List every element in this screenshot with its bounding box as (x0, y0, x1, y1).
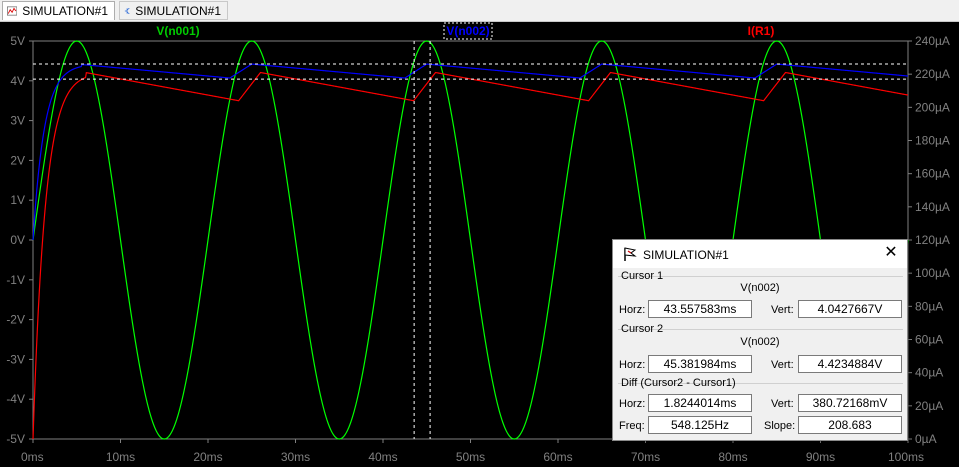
cursor1-vert-field[interactable]: 4.0427667V (798, 300, 902, 318)
diff-slope-field[interactable]: 208.683 (798, 416, 902, 434)
left-axis-tick-label: 3V (10, 114, 25, 128)
tab-bar: SIMULATION#1 SIMULATION#1 (0, 0, 959, 22)
x-axis-tick-label: 50ms (456, 450, 485, 464)
close-icon[interactable]: ✕ (884, 244, 898, 261)
left-axis-tick-label: -5V (6, 432, 25, 446)
right-axis-tick-label: 200µA (915, 100, 950, 114)
left-axis-tick-label: 2V (10, 153, 25, 167)
dialog-title-bar[interactable]: SIMULATION#1 ✕ (613, 240, 907, 268)
right-axis-tick-label: 220µA (915, 67, 950, 81)
x-axis-tick-label: 20ms (193, 450, 222, 464)
diff-vert-field[interactable]: 380.72168mV (798, 394, 902, 412)
cursor-flag-icon (624, 247, 637, 261)
right-axis-tick-label: 80µA (915, 299, 943, 313)
trace-label-v-n001[interactable]: V(n001) (156, 24, 199, 38)
diff-slope-label: Slope: (764, 420, 796, 432)
dialog-title: SIMULATION#1 (643, 248, 729, 262)
cursor1-horz-field[interactable]: 43.557583ms (648, 300, 752, 318)
x-axis-tick-label: 40ms (368, 450, 397, 464)
tab-label: SIMULATION#1 (22, 4, 108, 18)
right-axis-tick-label: 40µA (915, 366, 943, 380)
right-axis-tick-label: 120µA (915, 233, 950, 247)
waveform-icon (7, 6, 18, 16)
cursor1-heading: Cursor 1 (621, 270, 664, 282)
cursor1-vert-label: Vert: (771, 304, 794, 316)
x-axis-tick-label: 10ms (106, 450, 135, 464)
trace-label-i-r1[interactable]: I(R1) (748, 24, 775, 38)
cursor2-horz-field[interactable]: 45.381984ms (648, 355, 752, 373)
trace-v-n002[interactable] (32, 63, 909, 241)
left-axis-tick-label: 1V (10, 193, 25, 207)
diff-horz-field[interactable]: 1.8244014ms (648, 394, 752, 412)
left-axis-tick-label: 0V (10, 233, 25, 247)
trace-label-v-n002-box (443, 22, 493, 40)
right-axis-tick-label: 140µA (915, 200, 950, 214)
diff-group (618, 383, 903, 436)
trace-i-r1[interactable] (32, 71, 909, 440)
right-axis-tick-label: 180µA (915, 134, 950, 148)
cursor1-group (618, 276, 903, 317)
left-axis-tick-label: 5V (10, 34, 25, 48)
left-axis-tick-label: -4V (6, 392, 25, 406)
right-axis-tick-label: 20µA (915, 399, 943, 413)
x-axis-tick-label: 30ms (281, 450, 310, 464)
cursor-readout-dialog: SIMULATION#1 ✕ Cursor 1 V(n002) Horz: 43… (612, 239, 908, 441)
x-axis-tick-label: 60ms (543, 450, 572, 464)
right-axis-tick-label: 100µA (915, 266, 950, 280)
x-axis-tick-label: 70ms (631, 450, 660, 464)
x-axis-tick-label: 0ms (21, 450, 44, 464)
x-axis-tick-label: 90ms (806, 450, 835, 464)
cursor2-vert-field[interactable]: 4.4234884V (798, 355, 902, 373)
left-axis-tick-label: -1V (6, 273, 25, 287)
diff-horz-label: Horz: (619, 398, 646, 410)
left-axis-tick-label: -2V (6, 313, 25, 327)
diff-vert-label: Vert: (771, 398, 794, 410)
diff-heading: Diff (Cursor2 - Cursor1) (621, 377, 736, 389)
left-axis-tick-label: -3V (6, 352, 25, 366)
cursor1-horz-label: Horz: (619, 304, 646, 316)
trace-label-v-n002[interactable]: V(n002) (446, 24, 489, 38)
cursor2-heading: Cursor 2 (621, 323, 664, 335)
right-axis-tick-label: 0µA (915, 432, 937, 446)
cursor1-trace: V(n002) (740, 282, 780, 294)
right-axis-tick-label: 240µA (915, 34, 950, 48)
tab-simulation-schematic[interactable]: SIMULATION#1 (119, 1, 228, 20)
left-axis-tick-label: 4V (10, 74, 25, 88)
schematic-icon (124, 7, 130, 14)
cursor2-vert-label: Vert: (771, 359, 794, 371)
tab-simulation-waveform[interactable]: SIMULATION#1 (2, 1, 115, 20)
diff-freq-field[interactable]: 548.125Hz (648, 416, 752, 434)
right-axis-tick-label: 160µA (915, 167, 950, 181)
trace-v-n001[interactable] (32, 40, 909, 440)
right-axis-tick-label: 60µA (915, 333, 943, 347)
x-axis-tick-label: 100ms (888, 450, 924, 464)
cursor2-trace: V(n002) (740, 336, 780, 348)
x-axis-tick-label: 80ms (718, 450, 747, 464)
cursor2-horz-label: Horz: (619, 359, 646, 371)
diff-freq-label: Freq: (619, 420, 645, 432)
tab-label: SIMULATION#1 (135, 3, 221, 18)
cursor2-group (618, 329, 903, 370)
